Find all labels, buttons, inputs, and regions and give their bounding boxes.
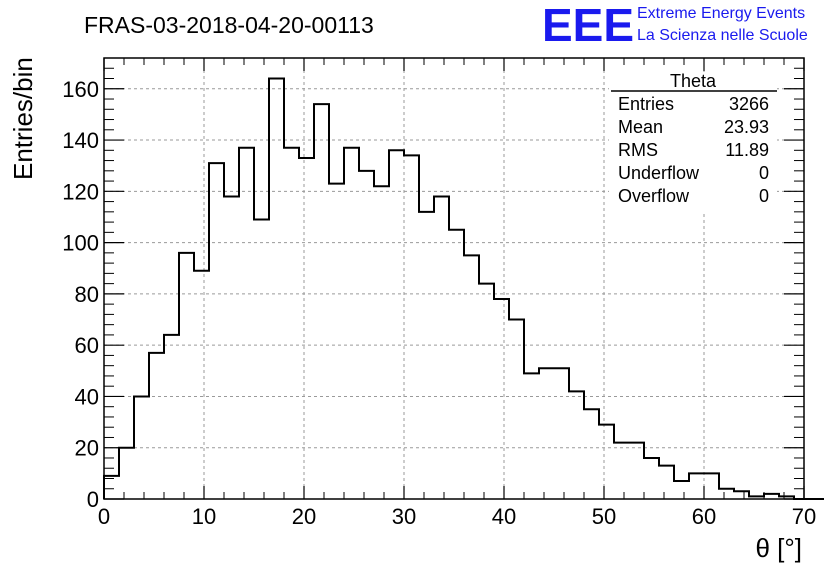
stats-box: Theta Entries 3266 Mean 23.93 RMS 11.89 Underf…: [609, 71, 777, 212]
x-tick-label: 0: [98, 504, 110, 529]
logo-line-2: La Scienza nelle Scuole: [637, 27, 808, 44]
histogram-series: [103, 77, 824, 500]
stats-label: Underflow: [618, 163, 700, 183]
y-tick-label: 100: [62, 231, 99, 256]
x-tick-label: 10: [192, 504, 216, 529]
stats-label: RMS: [618, 140, 658, 160]
stats-label: Overflow: [618, 186, 690, 206]
plot-frame: [103, 57, 805, 500]
stats-value: 23.93: [724, 117, 769, 137]
stats-title: Theta: [670, 71, 717, 91]
x-axis-label: θ [°]: [755, 533, 802, 563]
stats-value: 0: [759, 186, 769, 206]
y-tick-label: 140: [62, 128, 99, 153]
chart-title: FRAS-03-2018-04-20-00113: [84, 12, 374, 38]
y-tick-label: 20: [75, 436, 99, 461]
stats-value: 3266: [729, 94, 769, 114]
y-axis-ticks: 0 20 40 60 80 100 120 140 160: [62, 57, 804, 512]
stats-rows: Entries 3266 Mean 23.93 RMS 11.89 Underflow 0 Ov…: [618, 94, 769, 206]
x-axis-ticks: 0 10 20 30 40 50 60 70: [98, 58, 816, 529]
y-tick-label: 40: [75, 384, 99, 409]
y-tick-label: 80: [75, 282, 99, 307]
x-tick-label: 20: [292, 504, 316, 529]
stats-label: Entries: [618, 94, 674, 114]
x-tick-label: 40: [492, 504, 516, 529]
y-tick-label: 60: [75, 333, 99, 358]
eee-logo: EEE Extreme Energy Events La Scienza nel…: [542, 0, 808, 51]
x-tick-label: 30: [392, 504, 416, 529]
stats-value: 0: [759, 163, 769, 183]
y-axis-label: Entries/bin: [8, 57, 38, 180]
x-tick-label: 50: [592, 504, 616, 529]
x-tick-label: 60: [692, 504, 716, 529]
logo-line-1: Extreme Energy Events: [637, 5, 805, 22]
eee-logo-mark: EEE: [542, 0, 634, 51]
stats-label: Mean: [618, 117, 663, 137]
y-tick-label: 0: [87, 487, 99, 512]
stats-box-background: [609, 72, 777, 212]
x-tick-label: 70: [792, 504, 816, 529]
y-tick-label: 160: [62, 77, 99, 102]
stats-value: 11.89: [725, 140, 769, 160]
y-tick-label: 120: [62, 179, 99, 204]
